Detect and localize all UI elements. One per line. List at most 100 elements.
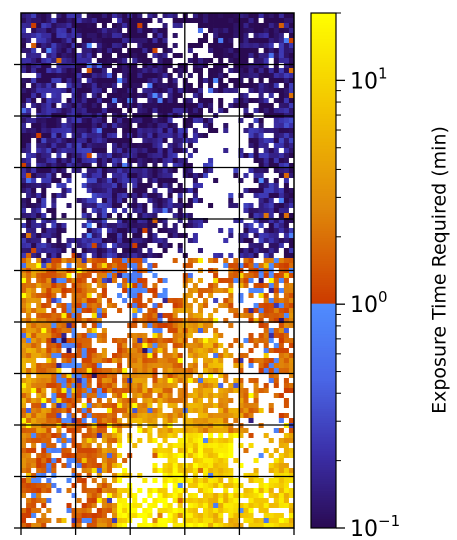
heatmap-cell [132, 278, 138, 284]
heatmap-cell [71, 338, 77, 344]
heatmap-cell [167, 418, 174, 424]
heatmap-cell [278, 183, 285, 189]
heatmap-cell [172, 308, 179, 314]
heatmap-cell [213, 288, 219, 294]
heatmap-cell [71, 48, 77, 54]
heatmap-cell [21, 223, 27, 229]
heatmap-cell [187, 318, 194, 324]
heatmap-cell [263, 128, 270, 134]
heatmap-cell [177, 28, 184, 34]
heatmap-cell [278, 218, 285, 224]
heatmap-cell [162, 163, 168, 169]
heatmap-cell [142, 118, 148, 124]
heatmap-cell [223, 233, 229, 239]
heatmap-cell [51, 423, 57, 429]
heatmap-cell [283, 258, 290, 264]
heatmap-cell [36, 63, 42, 69]
heatmap-cell [76, 208, 83, 214]
heatmap-cell [248, 278, 254, 284]
heatmap-cell [41, 278, 47, 284]
heatmap-cell [233, 408, 239, 414]
heatmap-cell [132, 403, 138, 409]
heatmap-cell [208, 363, 214, 369]
heatmap-cell [278, 258, 285, 264]
heatmap-cell [147, 158, 153, 164]
heatmap-cell [182, 123, 189, 129]
heatmap-cell [278, 443, 285, 449]
heatmap-cell [101, 168, 108, 174]
heatmap-cell [248, 38, 254, 44]
heatmap-cell [197, 133, 204, 139]
heatmap-cell [177, 453, 184, 459]
heatmap-cell [192, 353, 199, 359]
heatmap-cell [253, 273, 259, 279]
heatmap-cell [177, 248, 184, 254]
heatmap-cell [223, 388, 229, 394]
heatmap-cell [187, 163, 194, 169]
heatmap-cell [36, 298, 42, 304]
heatmap-cell [112, 313, 118, 319]
heatmap-cell [218, 78, 224, 84]
heatmap-cell [106, 208, 113, 214]
heatmap-cell [51, 418, 57, 424]
heatmap-cell [288, 343, 294, 349]
heatmap-cell [233, 33, 239, 39]
heatmap-cell [122, 168, 128, 174]
heatmap-cell [21, 448, 27, 454]
heatmap-cell [137, 48, 143, 54]
heatmap-cell [21, 103, 27, 109]
heatmap-cell [248, 448, 254, 454]
heatmap-cell [56, 468, 62, 474]
heatmap-cell [132, 13, 138, 19]
heatmap-cell [238, 218, 244, 224]
heatmap-cell [76, 368, 83, 374]
heatmap-cell [187, 43, 194, 49]
heatmap-cell [46, 188, 52, 194]
heatmap-cell [51, 93, 57, 99]
heatmap-cell [91, 158, 98, 164]
heatmap-cell [76, 463, 83, 469]
heatmap-cell [46, 83, 52, 89]
heatmap-cell [142, 173, 148, 179]
heatmap-cell [218, 188, 224, 194]
heatmap-cell [253, 378, 259, 384]
heatmap-cell [253, 343, 259, 349]
heatmap-cell [61, 368, 67, 374]
heatmap-cell [106, 148, 113, 154]
heatmap-cell [213, 318, 219, 324]
heatmap-cell [248, 78, 254, 84]
heatmap-cell [258, 418, 265, 424]
heatmap-cell [91, 463, 98, 469]
heatmap-cell [112, 368, 118, 374]
heatmap-cell [248, 308, 254, 314]
heatmap-cell [91, 338, 98, 344]
heatmap-cell [177, 308, 184, 314]
heatmap-cell [248, 273, 254, 279]
heatmap-cell [268, 238, 275, 244]
heatmap-cell [21, 33, 27, 39]
heatmap-cell [167, 38, 174, 44]
heatmap-cell [137, 418, 143, 424]
heatmap-cell [147, 258, 153, 264]
heatmap-cell [288, 93, 294, 99]
heatmap-cell [132, 68, 138, 74]
heatmap-cell [147, 288, 153, 294]
heatmap-cell [61, 448, 67, 454]
heatmap-cell [263, 333, 270, 339]
heatmap-cell [248, 73, 254, 79]
heatmap-cell [137, 68, 143, 74]
heatmap-cell [243, 443, 249, 449]
heatmap-cell [258, 168, 265, 174]
heatmap-cell [197, 118, 204, 124]
heatmap-cell [208, 218, 214, 224]
heatmap-cell [208, 428, 214, 434]
heatmap-cell [56, 453, 62, 459]
heatmap-cell [213, 58, 219, 64]
heatmap-cell [66, 118, 72, 124]
heatmap-cell [187, 103, 194, 109]
heatmap-cell [268, 28, 275, 34]
heatmap-cell [278, 343, 285, 349]
heatmap-cell [122, 178, 128, 184]
heatmap-cell [142, 178, 148, 184]
heatmap-cell [182, 308, 189, 314]
